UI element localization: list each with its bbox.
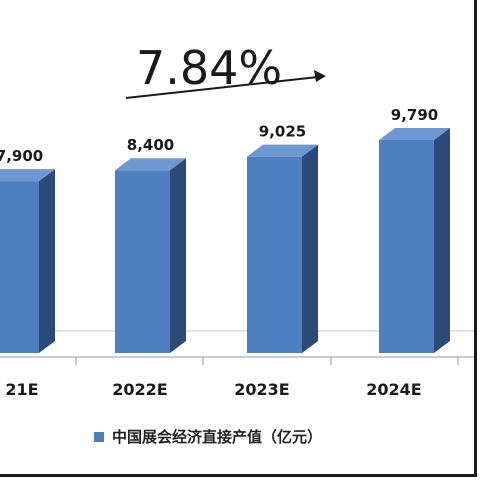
bar-top	[379, 128, 450, 140]
bar	[247, 156, 302, 353]
bar-side	[39, 169, 55, 353]
value-label: 9,025	[259, 123, 306, 141]
bar	[115, 170, 170, 353]
growth-arrow-head	[314, 70, 326, 82]
growth-rate-label: 7.84%	[136, 41, 282, 95]
value-label: 9,790	[391, 106, 438, 124]
bar-top	[0, 169, 55, 182]
growth-arrow-line	[125, 76, 319, 99]
category-label: 2022E	[112, 380, 167, 399]
bar-top	[115, 158, 186, 171]
legend-label: 中国展会经济直接产值（亿元）	[112, 428, 323, 446]
bar	[379, 140, 434, 353]
legend: 中国展会经济直接产值（亿元）	[94, 426, 322, 447]
bar-side	[170, 158, 186, 353]
value-label: 8,400	[127, 136, 174, 154]
bar	[0, 181, 39, 353]
legend-swatch	[94, 431, 104, 442]
bar-side	[434, 128, 450, 353]
value-label: 7,900	[0, 147, 43, 165]
bar-side	[302, 144, 318, 353]
category-label: 2023E	[234, 380, 289, 399]
category-label: 2024E	[366, 380, 421, 399]
bar-top	[247, 144, 318, 157]
category-label: 21E	[5, 380, 38, 399]
